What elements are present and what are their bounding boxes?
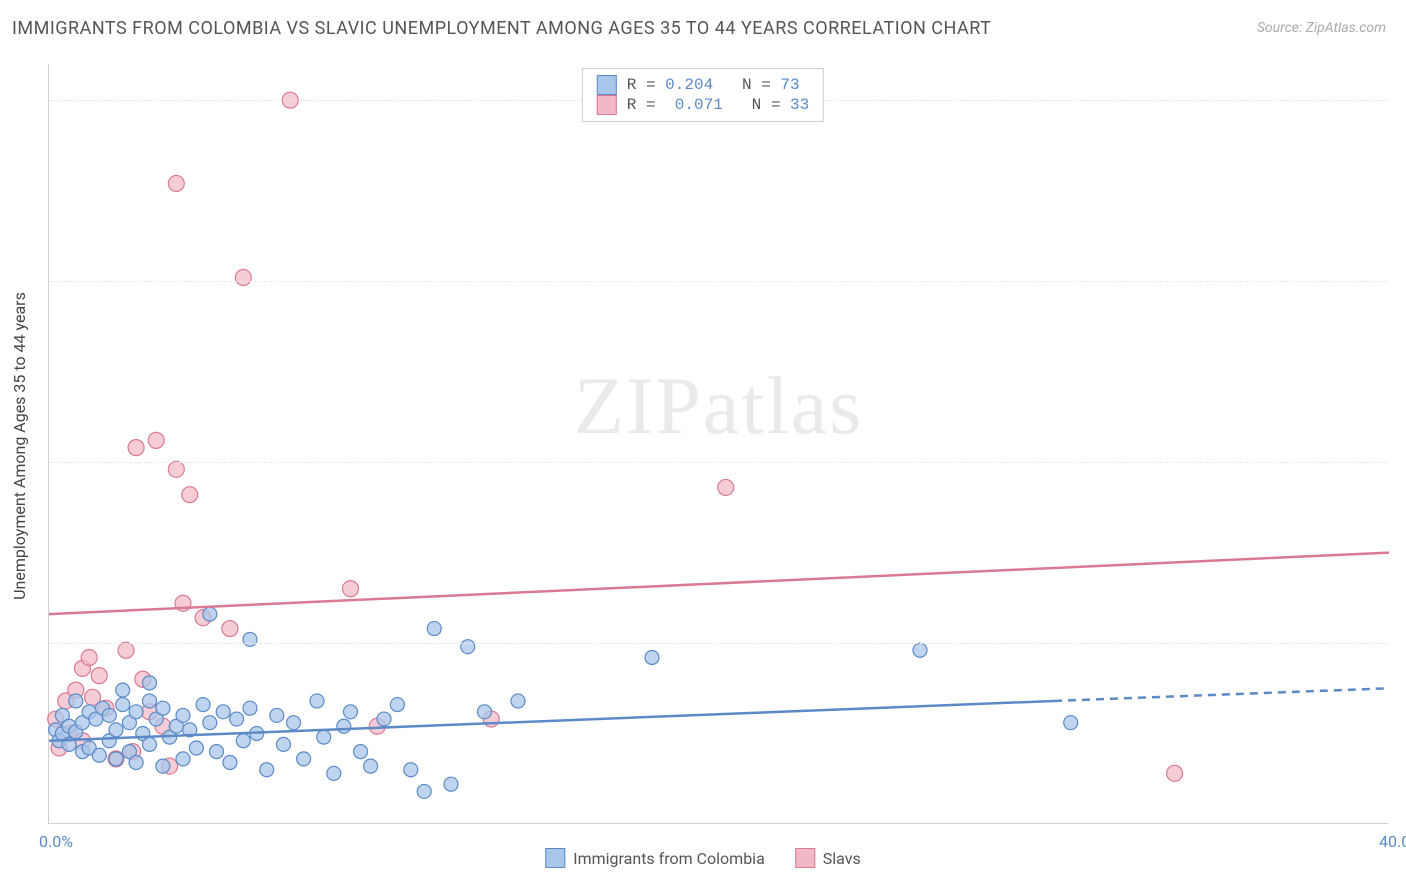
scatter-point-slavs xyxy=(91,668,107,684)
scatter-point-colombia xyxy=(297,752,311,766)
x-tick-label: 40.0% xyxy=(1379,832,1406,851)
y-axis-label: Unemployment Among Ages 35 to 44 years xyxy=(10,292,29,600)
scatter-point-colombia xyxy=(156,701,170,715)
legend-label-colombia: Immigrants from Colombia xyxy=(573,849,765,868)
scatter-point-slavs xyxy=(118,642,134,658)
plot-area: ZIPatlas 10.0%20.0%30.0%40.0%0.0%40.0% xyxy=(48,64,1388,824)
scatter-point-colombia xyxy=(511,694,525,708)
scatter-point-colombia xyxy=(337,719,351,733)
scatter-point-slavs xyxy=(128,440,144,456)
scatter-point-colombia xyxy=(364,759,378,773)
legend-label-slavs: Slavs xyxy=(823,849,861,868)
scatter-point-slavs xyxy=(168,461,184,477)
scatter-point-colombia xyxy=(310,694,324,708)
scatter-point-slavs xyxy=(182,487,198,503)
n-value-colombia: 73 xyxy=(780,76,799,94)
scatter-point-colombia xyxy=(390,698,404,712)
scatter-point-colombia xyxy=(143,737,157,751)
scatter-point-colombia xyxy=(156,759,170,773)
legend-swatch-slavs-bottom xyxy=(795,848,815,868)
scatter-point-colombia xyxy=(270,708,284,722)
scatter-point-colombia xyxy=(377,712,391,726)
scatter-point-colombia xyxy=(143,694,157,708)
scatter-point-colombia xyxy=(344,705,358,719)
scatter-point-colombia xyxy=(116,683,130,697)
scatter-point-colombia xyxy=(223,755,237,769)
scatter-point-colombia xyxy=(354,745,368,759)
r-value-slavs: 0.071 xyxy=(675,96,723,114)
scatter-point-colombia xyxy=(236,734,250,748)
x-tick-label: 0.0% xyxy=(39,832,73,851)
scatter-point-slavs xyxy=(235,270,251,286)
scatter-point-colombia xyxy=(203,716,217,730)
n-value-slavs: 33 xyxy=(790,96,809,114)
scatter-point-colombia xyxy=(176,752,190,766)
scatter-point-slavs xyxy=(718,479,734,495)
legend-swatch-colombia xyxy=(597,75,617,95)
scatter-point-colombia xyxy=(327,766,341,780)
scatter-point-colombia xyxy=(203,607,217,621)
scatter-point-colombia xyxy=(317,730,331,744)
scatter-point-colombia xyxy=(210,745,224,759)
scatter-point-colombia xyxy=(404,763,418,777)
scatter-point-slavs xyxy=(222,621,238,637)
scatter-point-colombia xyxy=(230,712,244,726)
scatter-point-colombia xyxy=(129,705,143,719)
scatter-point-colombia xyxy=(62,737,76,751)
scatter-point-colombia xyxy=(243,701,257,715)
scatter-point-slavs xyxy=(343,581,359,597)
scatter-point-colombia xyxy=(183,723,197,737)
scatter-point-slavs xyxy=(81,650,97,666)
scatter-point-colombia xyxy=(444,777,458,791)
scatter-point-slavs xyxy=(1167,765,1183,781)
r-value-colombia: 0.204 xyxy=(665,76,713,94)
scatter-point-slavs xyxy=(175,595,191,611)
scatter-point-colombia xyxy=(645,651,659,665)
chart-title: IMMIGRANTS FROM COLOMBIA VS SLAVIC UNEMP… xyxy=(12,18,991,39)
scatter-point-colombia xyxy=(129,755,143,769)
scatter-point-colombia xyxy=(92,748,106,762)
scatter-point-colombia xyxy=(102,708,116,722)
legend-stats: R = 0.204 N = 73 R = 0.071 N = 33 xyxy=(582,68,824,122)
scatter-point-colombia xyxy=(176,708,190,722)
scatter-point-colombia xyxy=(109,752,123,766)
scatter-point-colombia xyxy=(417,784,431,798)
scatter-point-colombia xyxy=(116,698,130,712)
scatter-point-colombia xyxy=(250,727,264,741)
scatter-point-colombia xyxy=(478,705,492,719)
scatter-point-colombia xyxy=(69,694,83,708)
scatter-point-colombia xyxy=(260,763,274,777)
scatter-point-colombia xyxy=(461,640,475,654)
scatter-point-slavs xyxy=(148,432,164,448)
chart-container: IMMIGRANTS FROM COLOMBIA VS SLAVIC UNEMP… xyxy=(0,0,1406,892)
scatter-point-colombia xyxy=(277,737,291,751)
scatter-point-colombia xyxy=(196,698,210,712)
source-link[interactable]: Source: ZipAtlas.com xyxy=(1257,20,1386,36)
scatter-point-colombia xyxy=(143,676,157,690)
scatter-point-colombia xyxy=(109,723,123,737)
scatter-point-colombia xyxy=(243,632,257,646)
scatter-points xyxy=(49,64,1388,823)
legend-bottom: Immigrants from Colombia Slavs xyxy=(545,848,861,868)
scatter-point-colombia xyxy=(287,716,301,730)
scatter-point-colombia xyxy=(427,622,441,636)
scatter-point-colombia xyxy=(913,643,927,657)
legend-swatch-colombia-bottom xyxy=(545,848,565,868)
scatter-point-colombia xyxy=(1064,716,1078,730)
legend-swatch-slavs xyxy=(597,95,617,115)
scatter-point-colombia xyxy=(216,705,230,719)
scatter-point-colombia xyxy=(189,741,203,755)
scatter-point-slavs xyxy=(168,175,184,191)
